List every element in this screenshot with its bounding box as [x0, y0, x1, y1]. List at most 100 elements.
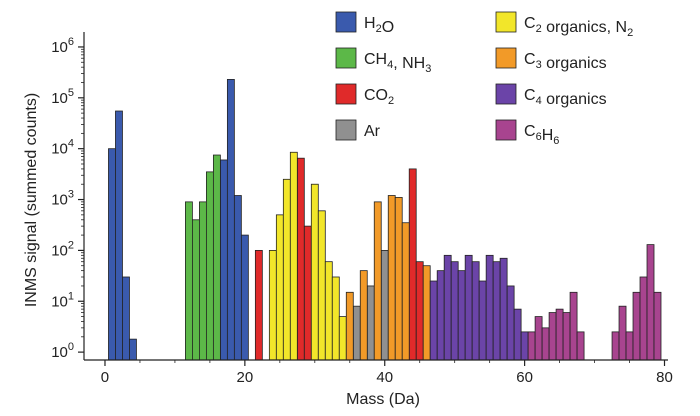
bar-series-4-mass-31: [317, 210, 326, 361]
bar-series-3-mass-40: [380, 249, 389, 361]
bar-series-4-mass-32: [324, 261, 333, 361]
legend: H2O CH4, NH3 CO2 Ar C2 organics, N2 C3 organi…: [335, 11, 633, 147]
bar-series-4-mass-34: [338, 316, 347, 361]
bar-series-7-mass-73: [611, 331, 620, 361]
bar-series-7-mass-76: [632, 291, 641, 361]
bar-series-4-mass-24: [268, 249, 277, 361]
bar-series-6-mass-57: [499, 257, 508, 361]
x-tick-label-20: 20: [237, 369, 254, 386]
bar-series-7-mass-67: [569, 291, 578, 361]
bar-series-6-mass-47: [429, 280, 438, 361]
bar-series-1-mass-13: [192, 219, 200, 361]
bar-series-6-mass-56: [492, 261, 501, 361]
bar-series-1-mass-16: [212, 154, 221, 361]
bar-series-6-mass-58: [506, 285, 515, 361]
bar-series-7-mass-79: [653, 291, 662, 361]
bar-series-2-mass-28: [296, 157, 305, 361]
bar-series-4-mass-25: [275, 214, 284, 361]
bar-series-0-mass-3: [122, 276, 130, 361]
bar-series-4-mass-27: [289, 151, 298, 361]
legend-label-6: C4 organics: [524, 87, 607, 108]
bar-series-5-mass-39: [373, 201, 382, 361]
legend-swatch-1: [335, 47, 357, 69]
bar-series-1-mass-14: [198, 201, 207, 361]
legend-label-5: C3 organics: [524, 51, 607, 72]
bar-series-7-mass-74: [618, 305, 627, 361]
bar-series-7-mass-68: [576, 331, 585, 361]
legend-swatch-2: [335, 83, 357, 105]
x-tick-label-80: 80: [656, 369, 673, 386]
y-tick-label-3: 103: [51, 189, 74, 209]
y-tick-label-5: 105: [51, 87, 74, 107]
bar-series-6-mass-48: [436, 270, 445, 361]
bar-series-7-mass-64: [548, 312, 557, 361]
bar-series-7-mass-65: [555, 308, 564, 361]
axes-layer: 100 101 102 103 104 105 106 0 20 40 60 80: [51, 32, 673, 386]
x-tick-label-40: 40: [376, 369, 393, 386]
bar-series-7-mass-78: [646, 244, 655, 361]
bar-series-6-mass-59: [513, 308, 522, 361]
bar-series-6-mass-52: [464, 254, 473, 361]
x-tick-label-60: 60: [516, 369, 533, 386]
y-tick-label-6: 106: [51, 36, 74, 56]
legend-swatch-7: [495, 119, 517, 141]
bar-series-7-mass-62: [534, 316, 543, 361]
y-tick-label-0: 100: [51, 341, 74, 361]
bar-series-6-mass-51: [457, 270, 466, 361]
bar-series-6-mass-55: [485, 254, 494, 361]
bar-series-2-mass-22: [254, 249, 263, 361]
bar-series-5-mass-41: [387, 195, 396, 361]
bar-series-1-mass-12: [185, 201, 193, 361]
bar-series-0-mass-4: [129, 338, 137, 361]
bar-series-0-mass-2: [115, 110, 123, 361]
legend-label-3: Ar: [364, 123, 381, 140]
y-axis-title: INMS signal (summed counts): [23, 93, 40, 307]
bar-series-6-mass-54: [478, 280, 487, 361]
bar-series-0-mass-18: [226, 79, 235, 361]
bar-series-4-mass-30: [310, 183, 319, 361]
legend-label-0: H2O: [364, 15, 394, 36]
bar-series-5-mass-37: [359, 270, 368, 361]
bar-series-5-mass-43: [401, 222, 410, 361]
y-tick-label-4: 104: [51, 138, 74, 158]
legend-swatch-3: [335, 119, 357, 141]
bars-layer: [108, 79, 662, 361]
bar-series-5-mass-42: [394, 197, 403, 361]
bar-series-5-mass-35: [345, 291, 354, 361]
y-tick-label-1: 101: [51, 290, 74, 310]
bar-series-6-mass-53: [471, 261, 480, 361]
bar-series-7-mass-61: [527, 331, 536, 361]
bar-series-1-mass-15: [205, 171, 214, 361]
bar-series-6-mass-49: [443, 254, 452, 361]
bar-series-0-mass-19: [233, 195, 242, 361]
x-tick-label-0: 0: [101, 369, 109, 386]
legend-label-1: CH4, NH3: [364, 51, 431, 75]
bar-series-6-mass-50: [450, 261, 459, 361]
legend-label-2: CO2: [364, 87, 394, 107]
bar-series-4-mass-33: [331, 276, 340, 361]
bar-series-3-mass-38: [366, 285, 375, 361]
bar-series-7-mass-66: [562, 312, 571, 361]
bar-series-7-mass-75: [625, 331, 634, 361]
bar-series-2-mass-45: [415, 261, 424, 361]
bar-series-7-mass-63: [541, 327, 550, 361]
bar-series-2-mass-44: [408, 168, 417, 361]
legend-swatch-0: [335, 11, 357, 33]
legend-label-7: C6H6: [524, 123, 559, 147]
legend-label-4: C2 organics, N2: [524, 15, 633, 39]
bar-series-0-mass-1: [108, 148, 116, 361]
bar-series-5-mass-46: [422, 265, 431, 361]
bar-series-0-mass-17: [219, 159, 228, 361]
legend-swatch-4: [495, 11, 517, 33]
bar-series-2-mass-29: [303, 225, 312, 361]
legend-swatch-6: [495, 83, 517, 105]
bar-series-0-mass-20: [240, 234, 249, 361]
legend-swatch-5: [495, 47, 517, 69]
bar-series-7-mass-77: [639, 276, 648, 361]
x-axis-title: Mass (Da): [346, 391, 420, 408]
bar-series-4-mass-26: [282, 178, 291, 361]
bar-series-6-mass-60: [520, 331, 529, 361]
y-tick-label-2: 102: [51, 239, 74, 259]
bar-series-3-mass-36: [352, 305, 361, 361]
